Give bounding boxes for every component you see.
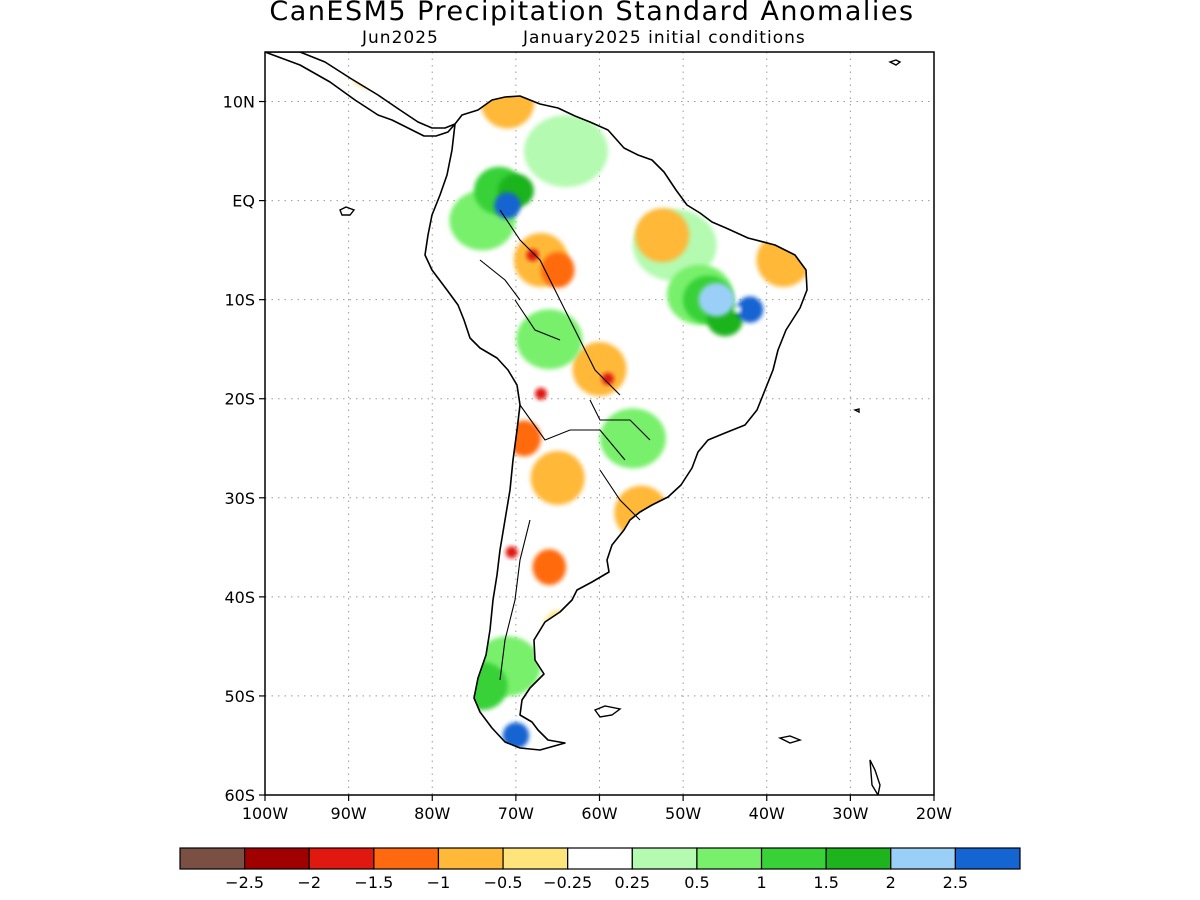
- colorbar-swatch: [179, 847, 246, 870]
- lat-tick-label: 20S: [224, 390, 255, 409]
- colorbar-label: 2: [886, 873, 896, 892]
- colorbar-label: 1: [756, 873, 766, 892]
- colorbar-label: −0.25: [543, 873, 592, 892]
- coastline-central-america: [265, 52, 456, 137]
- coastline-island: [339, 206, 356, 216]
- colorbar-swatch: [954, 847, 1021, 870]
- coastline-south-america: [424, 95, 808, 751]
- lon-tick-label: 30W: [832, 804, 868, 823]
- anomaly-region-19: [532, 549, 567, 586]
- country-border: [519, 404, 626, 461]
- lon-tick-label: 50W: [665, 804, 701, 823]
- country-border: [514, 299, 561, 341]
- lon-tick-label: 60W: [581, 804, 617, 823]
- colorbar-swatch: [244, 847, 310, 870]
- colorbar-label: 0.25: [614, 873, 650, 892]
- country-border: [589, 399, 651, 441]
- colorbar-swatch: [502, 847, 569, 870]
- colorbar-label: −2: [297, 873, 321, 892]
- anomaly-region-13: [526, 249, 539, 262]
- coastline-island: [888, 59, 902, 66]
- lat-tick-label: 50S: [224, 687, 255, 706]
- lat-tick-label: 10N: [223, 93, 255, 112]
- lon-tick-label: 100W: [242, 804, 289, 823]
- country-border: [599, 469, 641, 521]
- coastline-island: [593, 705, 622, 718]
- anomaly-region-17: [601, 372, 614, 385]
- lon-tick-label: 70W: [498, 804, 534, 823]
- colorbar-label: −1.5: [354, 873, 393, 892]
- colorbar-swatch: [373, 847, 440, 870]
- colorbar-label: 2.5: [943, 873, 968, 892]
- anomaly-region-29: [516, 309, 583, 370]
- colorbar-swatch: [437, 847, 504, 870]
- lon-tick-label: 40W: [749, 804, 785, 823]
- lat-tick-label: 40S: [224, 588, 255, 607]
- anomaly-region-33: [502, 722, 530, 749]
- coastline-island: [852, 408, 860, 414]
- colorbar-swatch: [696, 847, 763, 870]
- anomaly-region-28: [524, 115, 609, 188]
- anomaly-region-4: [698, 282, 735, 317]
- country-border: [479, 259, 521, 301]
- coastline-island: [777, 735, 803, 744]
- lat-tick-label: EQ: [232, 192, 255, 211]
- colorbar-swatch: [631, 847, 698, 870]
- colorbar-swatch: [567, 847, 633, 870]
- lon-tick-label: 90W: [331, 804, 367, 823]
- anomaly-region-12: [540, 251, 575, 288]
- anomaly-region-5: [736, 296, 764, 323]
- chart-title: CanESM5 Precipitation Standard Anomalies: [269, 0, 915, 27]
- subtitle-month: Jun2025: [362, 28, 439, 48]
- lat-tick-label: 30S: [224, 489, 255, 508]
- lat-tick-label: 10S: [224, 291, 255, 310]
- anomaly-region-14: [572, 342, 627, 397]
- coastline-island: [869, 759, 881, 795]
- colorbar-label: 1.5: [813, 873, 838, 892]
- colorbar-label: 0.5: [684, 873, 709, 892]
- lon-tick-label: 20W: [916, 804, 952, 823]
- lat-tick-label: 60S: [224, 786, 255, 805]
- anomaly-region-6: [733, 305, 742, 314]
- country-border: [499, 209, 621, 396]
- anomaly-region-30: [599, 408, 666, 469]
- colorbar-swatch: [308, 847, 375, 870]
- lon-tick-label: 80W: [414, 804, 450, 823]
- anomaly-region-16: [534, 387, 547, 400]
- subtitle-initial-conditions: January2025 initial conditions: [523, 28, 806, 48]
- colorbar-swatch: [825, 847, 892, 870]
- country-border: [499, 519, 531, 681]
- colorbar-label: −2.5: [225, 873, 264, 892]
- anomaly-region-10: [494, 192, 521, 219]
- colorbar-label: −1: [427, 873, 451, 892]
- anomaly-region-20: [505, 546, 518, 559]
- anomaly-region-24: [635, 208, 690, 263]
- colorbar-label: −0.5: [484, 873, 523, 892]
- anomaly-region-18: [530, 450, 585, 505]
- colorbar-swatch: [760, 847, 827, 870]
- colorbar-swatch: [890, 847, 956, 870]
